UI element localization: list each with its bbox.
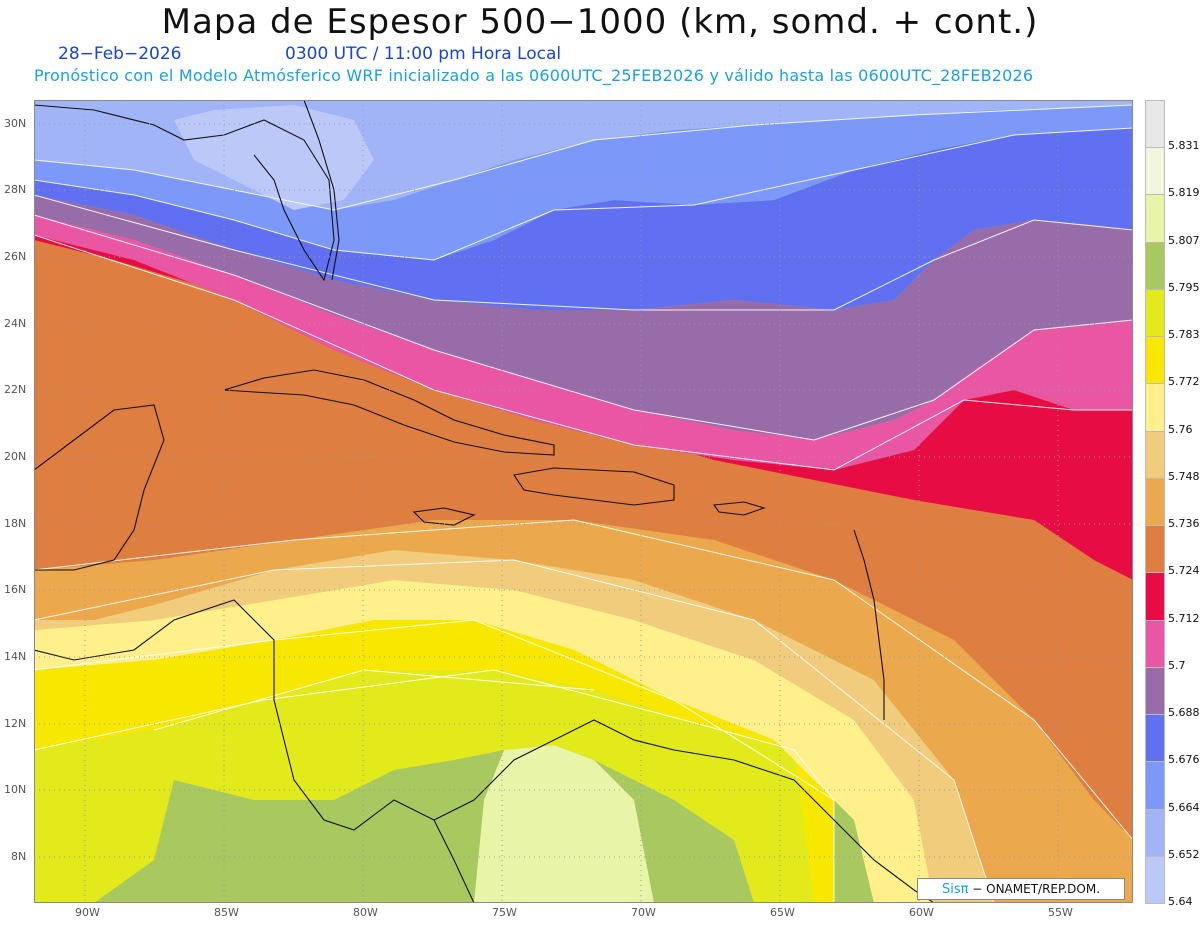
legend-swatch — [1145, 525, 1165, 574]
lon-label-55w: 55W — [1048, 906, 1073, 919]
band-5688 — [34, 195, 1133, 440]
page-title: Mapa de Espesor 500−1000 (km, somd. + co… — [161, 2, 1039, 42]
legend-label: 5.795 — [1168, 280, 1200, 294]
south-america-coast — [433, 719, 935, 903]
lon-label-85w: 85W — [214, 906, 239, 919]
band-5676 — [34, 128, 1133, 310]
legend-label: 5.772 — [1168, 375, 1200, 389]
legend-label: 5.831 — [1168, 139, 1200, 153]
lon-label-75w: 75W — [492, 906, 517, 919]
legend-swatch — [1145, 383, 1165, 432]
yucatan — [34, 404, 165, 571]
date-label: 28−Feb−2026 — [58, 44, 182, 64]
legend-label: 5.676 — [1168, 753, 1200, 767]
legend-swatch — [1145, 288, 1165, 338]
band-5772 — [34, 580, 934, 903]
legend-swatch — [1145, 100, 1165, 149]
legend-swatch — [1145, 336, 1165, 385]
band-5736 — [34, 520, 1133, 903]
color-legend — [1145, 100, 1165, 904]
legend-swatch — [1145, 714, 1165, 763]
legend-label: 5.819 — [1168, 186, 1200, 200]
lat-label-14n: 14N — [4, 650, 27, 663]
legend-label: 5.783 — [1168, 328, 1200, 342]
central-america — [34, 599, 475, 903]
lat-label-20n: 20N — [4, 450, 27, 463]
band-5640 — [174, 105, 374, 210]
legend-label: 5.724 — [1168, 564, 1200, 578]
legend-swatch — [1145, 241, 1165, 290]
lesser-antilles — [853, 529, 885, 720]
legend-label: 5.736 — [1168, 517, 1200, 531]
legend-swatch — [1145, 666, 1165, 716]
legend-swatch — [1145, 194, 1165, 243]
legend-swatch — [1145, 619, 1165, 668]
legend-label: 5.807 — [1168, 233, 1200, 247]
legend-label: 5.712 — [1168, 611, 1200, 625]
us-gulf-coast — [34, 104, 335, 282]
legend-label: 5.664 — [1168, 800, 1200, 814]
legend-label: 5.748 — [1168, 469, 1200, 483]
lat-label-16n: 16N — [4, 583, 27, 596]
band-5700 — [34, 215, 1133, 470]
lat-label-30n: 30N — [4, 117, 27, 130]
legend-swatch — [1145, 430, 1165, 479]
lat-label-28n: 28N — [4, 183, 27, 196]
jamaica — [412, 507, 476, 526]
lon-label-60w: 60W — [909, 906, 934, 919]
lat-label-24n: 24N — [4, 317, 27, 330]
lon-label-65w: 65W — [770, 906, 795, 919]
legend-swatch — [1145, 147, 1165, 196]
legend-swatch — [1145, 572, 1165, 621]
puerto-rico — [713, 501, 766, 516]
band-5807 — [474, 745, 654, 903]
lat-label-26n: 26N — [4, 250, 27, 263]
sispi-logo: Sisπ — [941, 882, 969, 897]
legend-label: 5.76 — [1168, 422, 1193, 436]
band-5795 — [34, 670, 834, 903]
legend-label: 5.7 — [1168, 658, 1186, 672]
legend-swatch — [1145, 855, 1165, 904]
legend-label: 5.64 — [1168, 895, 1193, 908]
map-frame — [34, 100, 1133, 903]
band-5748 — [34, 550, 994, 903]
legend-swatch — [1145, 761, 1165, 810]
time-label: 0300 UTC / 11:00 pm Hora Local — [285, 44, 562, 64]
band-5664 — [34, 105, 1133, 260]
lat-label-10n: 10N — [4, 783, 27, 796]
lon-label-80w: 80W — [353, 906, 378, 919]
legend-label: 5.688 — [1168, 706, 1200, 720]
forecast-label: Pronóstico con el Modelo Atmósferico WRF… — [34, 66, 1034, 85]
lat-label-12n: 12N — [4, 717, 27, 730]
legend-label: 5.652 — [1168, 847, 1200, 861]
legend-swatch — [1145, 477, 1165, 527]
credit-text: − ONAMET/REP.DOM. — [972, 882, 1101, 896]
lat-label-22n: 22N — [4, 383, 27, 396]
lat-label-8n: 8N — [11, 850, 27, 863]
cuba — [223, 369, 555, 456]
thickness-map — [34, 100, 1133, 903]
graticule — [34, 100, 1133, 903]
hispaniola — [513, 467, 675, 506]
lat-label-18n: 18N — [4, 517, 27, 530]
lon-label-90w: 90W — [75, 906, 100, 919]
credit-box: Sisπ − ONAMET/REP.DOM. — [917, 878, 1125, 900]
legend-swatch — [1145, 808, 1165, 857]
band-5783 — [34, 620, 834, 903]
band-5724b — [34, 450, 1133, 840]
lon-label-70w: 70W — [631, 906, 656, 919]
